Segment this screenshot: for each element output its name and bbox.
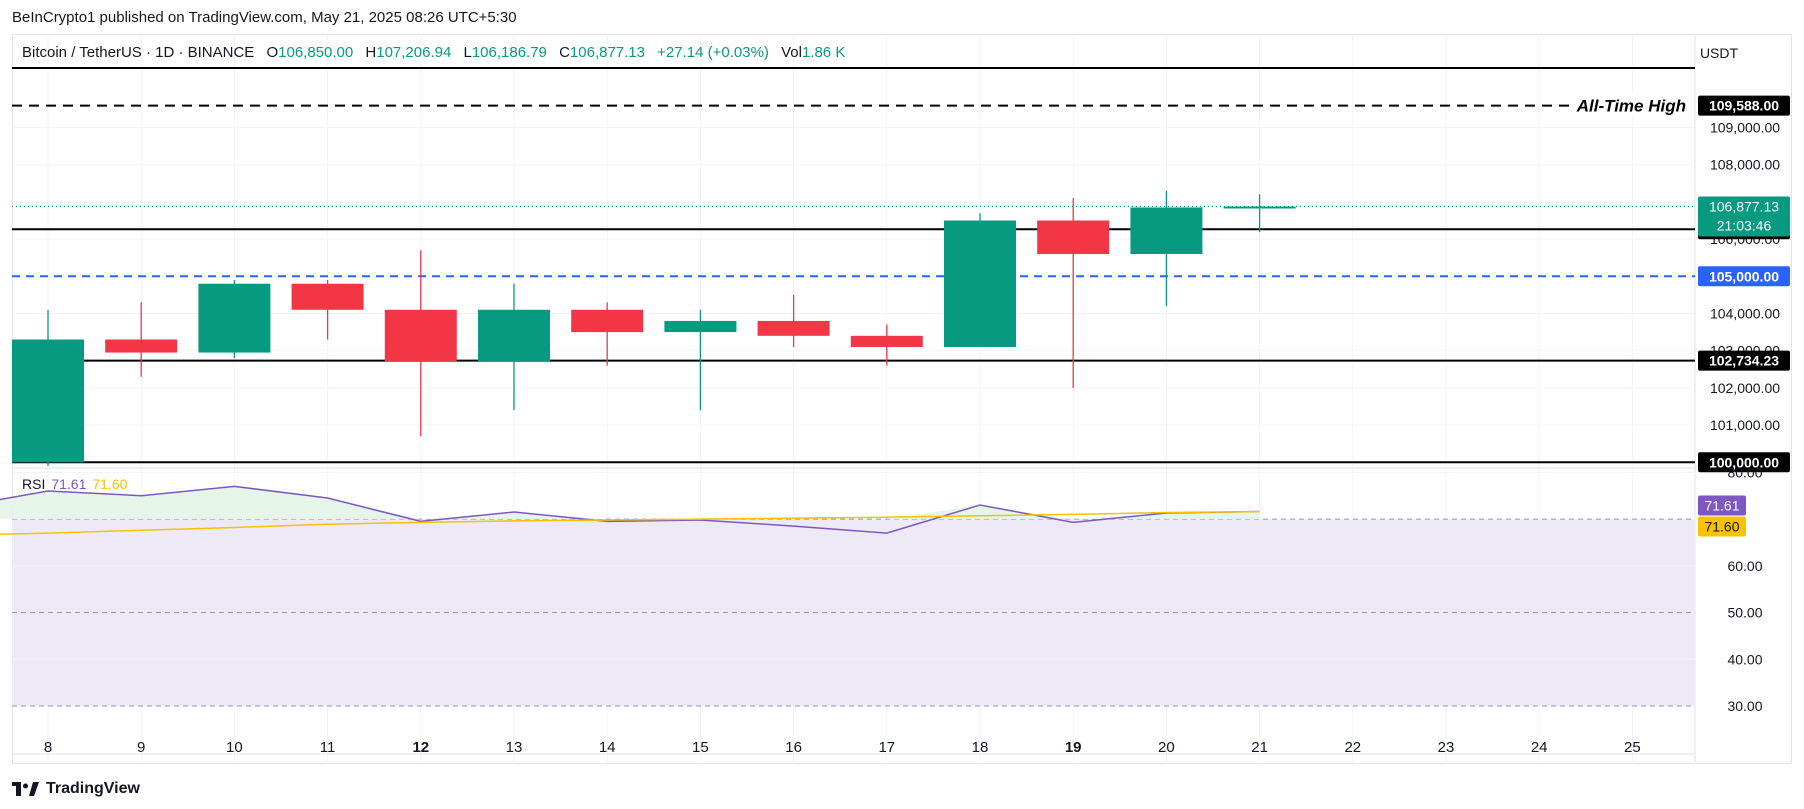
close-value: 106,877.13	[569, 44, 645, 61]
tradingview-logo-icon	[12, 782, 39, 796]
level-label-box	[1698, 266, 1790, 287]
level-label-box	[1698, 350, 1790, 371]
rsi-tick-label: 60.00	[1727, 558, 1762, 574]
rsi-tick-label: 80.00	[1727, 464, 1762, 480]
brand-label: TradingView	[46, 780, 140, 797]
candle-body	[384, 309, 457, 362]
high-value: 107,206.94	[376, 44, 452, 61]
date-tick-label: 18	[972, 739, 989, 756]
candle-body	[664, 320, 737, 333]
candle-body	[478, 309, 550, 362]
countdown-label: 21:03:46	[1717, 217, 1772, 233]
rsi-tick-label: 50.00	[1727, 605, 1762, 621]
rsi-tick-label: 30.00	[1727, 698, 1762, 714]
price-tick-label: 102,000.00	[1710, 380, 1780, 396]
ohlc-legend: Bitcoin / TetherUS · 1D · BINANCE O106,8…	[22, 44, 845, 61]
date-tick-label: 16	[785, 739, 802, 756]
level-label: 105,000.00	[1709, 268, 1779, 284]
all-time-high-annotation: All-Time High	[1576, 97, 1686, 116]
rsi-legend-ma: 71.60	[92, 476, 128, 492]
level-label: 100,000.00	[1709, 454, 1779, 470]
candle-body	[571, 309, 644, 333]
candle-body	[1130, 207, 1203, 254]
date-tick-label: 14	[599, 739, 616, 756]
candle-body	[105, 339, 178, 353]
date-tick-label: 19	[1065, 739, 1082, 756]
date-tick-label: 24	[1531, 739, 1548, 756]
close-label: C	[559, 44, 570, 61]
change-value: +27.14 (+0.03%)	[657, 44, 769, 61]
date-tick-label: 23	[1438, 739, 1455, 756]
level-label-box	[1698, 95, 1790, 116]
price-tick-label: 101,000.00	[1710, 417, 1780, 433]
date-tick-label: 22	[1344, 739, 1361, 756]
price-tick-label: 108,000.00	[1710, 157, 1780, 173]
date-tick-label: 11	[320, 739, 336, 756]
rsi-legend-value: 71.61	[51, 476, 87, 492]
rsi-ma-line	[0, 510, 1260, 536]
level-label: 102,734.23	[1709, 353, 1779, 369]
candle-body	[291, 283, 364, 310]
candle-body	[12, 339, 84, 463]
publisher-note: BeInCrypto1 published on TradingView.com…	[12, 9, 517, 26]
level-label: 109,588.00	[1709, 98, 1779, 114]
rsi-line	[0, 485, 1260, 534]
open-label: O	[266, 44, 279, 61]
date-tick-label: 17	[878, 739, 895, 756]
date-tick-label: 12	[412, 739, 429, 756]
rsi-value-box	[1698, 495, 1746, 516]
candle-body	[1037, 220, 1110, 254]
candle-body	[850, 335, 923, 347]
annotation-bg	[1570, 93, 1690, 118]
rsi-ma-box	[1698, 516, 1746, 537]
price-tick-label: 104,000.00	[1710, 305, 1780, 321]
rsi-legend: RSI 71.61 71.60	[22, 476, 127, 492]
date-tick-label: 15	[692, 739, 709, 756]
symbol-title[interactable]: Bitcoin / TetherUS · 1D · BINANCE	[22, 44, 255, 61]
rsi-label[interactable]: RSI	[22, 476, 46, 492]
currency-selector[interactable]: USDT	[1699, 45, 1739, 61]
rsi-tick-label: 40.00	[1727, 651, 1762, 667]
current-price-label: 106,877.13	[1709, 198, 1779, 214]
rsi-ma-label: 71.60	[1704, 519, 1739, 535]
candle-body	[198, 283, 271, 353]
candles	[12, 190, 1296, 466]
level-label-box	[1698, 452, 1790, 473]
current-price-box	[1698, 196, 1790, 237]
tradingview-brand[interactable]: TradingView	[12, 780, 140, 798]
volume-value: 1.86 K	[801, 44, 846, 61]
high-label: H	[365, 44, 377, 61]
rsi-value-label: 71.61	[1704, 498, 1739, 514]
date-tick-label: 21	[1251, 739, 1268, 756]
candle-body	[757, 320, 830, 336]
date-tick-label: 25	[1624, 739, 1641, 756]
open-value: 106,850.00	[278, 44, 354, 61]
low-value: 106,186.79	[471, 44, 547, 61]
candle-body	[1223, 206, 1296, 209]
level-lines	[12, 104, 1695, 464]
date-tick-label: 13	[506, 739, 523, 756]
date-tick-label: 8	[44, 739, 52, 756]
date-tick-label: 10	[226, 739, 243, 756]
price-tick-label: 109,000.00	[1710, 120, 1780, 136]
low-label: L	[463, 44, 472, 61]
candle-body	[944, 220, 1016, 347]
rsi-overbought-fill	[0, 486, 1260, 520]
date-tick-label: 20	[1158, 739, 1175, 756]
volume-label: Vol	[781, 44, 802, 61]
date-tick-label: 9	[137, 739, 145, 756]
